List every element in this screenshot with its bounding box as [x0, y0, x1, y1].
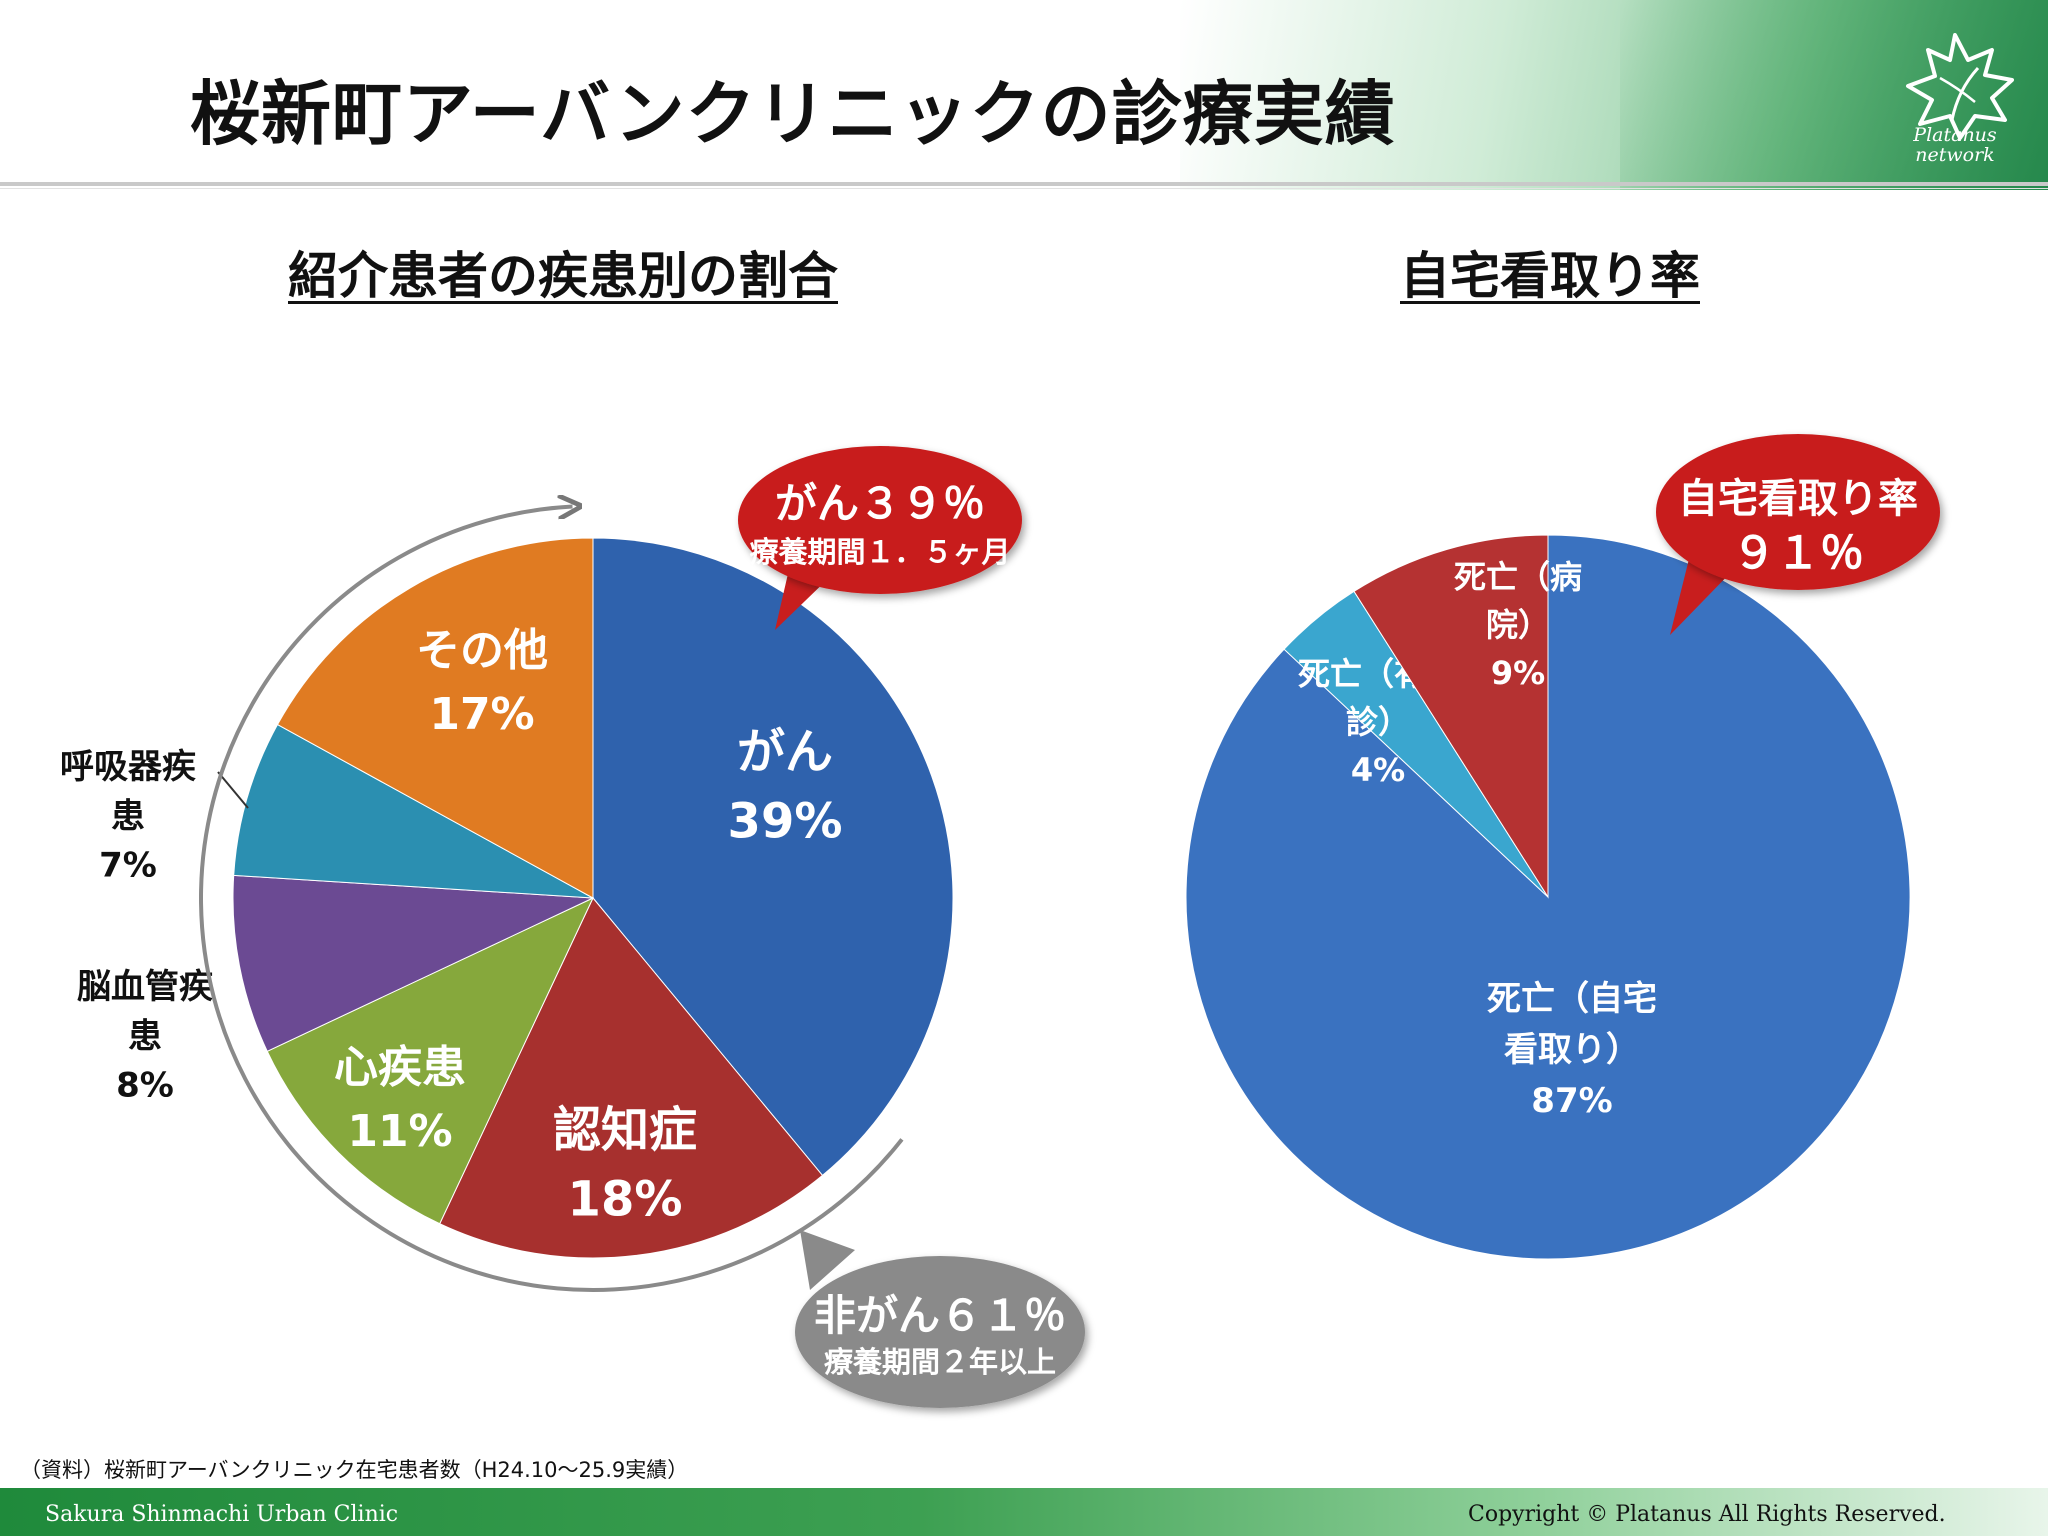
logo-text-line1: Platanus — [1913, 124, 1997, 146]
pie-slice-3 — [232, 874, 594, 1052]
logo-text: Platanus network — [1890, 125, 2020, 165]
source-note: （資料）桜新町アーバンクリニック在宅患者数（H24.10～25.9実績） — [20, 1458, 689, 1482]
callout-red-line1-line-0: がん３９％ — [775, 479, 985, 528]
callout-grey-bubble — [795, 1256, 1085, 1408]
callout-red-line2: ９１％ — [1732, 528, 1864, 579]
pie-slice-2 — [1353, 534, 1549, 899]
pie-label-0: がん 39% — [728, 724, 843, 850]
callout-red-line2: 療養期間１．５ヶ月 — [749, 535, 1010, 569]
pie-label-1-line-1: 診） — [1346, 703, 1410, 741]
callout-grey-tail — [800, 1230, 855, 1290]
pie-label-2: 死亡（病院） 9% — [1454, 558, 1582, 692]
callout-red-line2-line-0: 療養期間１．５ヶ月 — [749, 535, 1010, 569]
pie-label-1-line-1: 18% — [568, 1172, 683, 1228]
pie-label-0-line-1: 39% — [728, 794, 843, 850]
pie-label-1-line-0: 認知症 — [553, 1102, 697, 1158]
pie-label-5-line-1: 17% — [429, 689, 534, 740]
footer-bar — [0, 1488, 2048, 1536]
leader-line — [217, 771, 249, 809]
footer-clinic-name: Sakura Shinmachi Urban Clinic — [45, 1502, 399, 1527]
pie-label-2-line-2: 9% — [1491, 654, 1545, 692]
platanus-leaf-logo-icon — [1906, 33, 2014, 140]
header-green-gradient-dark — [1620, 0, 2048, 190]
pie-label-0: 死亡（自宅看取り） 87% — [1487, 979, 1657, 1121]
callout-grey-line1: 非がん６１％ — [814, 1291, 1066, 1340]
callout-red-line1: 自宅看取り率 — [1678, 476, 1918, 522]
pie-label-0-line-0: がん — [737, 724, 833, 780]
right-chart-title: 自宅看取り率 — [1400, 247, 1700, 305]
callout-red-line2-line-0: ９１％ — [1732, 528, 1864, 579]
footer-copyright: Copyright © Platanus All Rights Reserved… — [1468, 1502, 1946, 1527]
pie-slice-0 — [592, 537, 954, 1177]
pie-label-2: 心疾患 11% — [334, 1042, 466, 1157]
pie-label-4-line-0: 呼吸器疾 — [60, 747, 196, 787]
pie-label-0-line-0: 死亡（自宅 — [1487, 979, 1657, 1019]
pie-label-4: 呼吸器疾患 7% — [60, 747, 196, 886]
pie-label-4-line-2: 7% — [99, 846, 157, 886]
pie-slice-2 — [266, 896, 595, 1225]
pie-label-3-line-1: 患 — [128, 1016, 162, 1056]
pie-slice-5 — [276, 537, 594, 899]
callout-red-bubble — [1656, 434, 1940, 590]
left-chart-title: 紹介患者の疾患別の割合 — [288, 247, 838, 305]
callout-red-line1: がん３９％ — [775, 479, 985, 528]
pie-label-3-line-0: 脳血管疾 — [77, 967, 213, 1007]
header-divider — [0, 182, 2048, 186]
pie-label-3: 脳血管疾患 8% — [77, 967, 213, 1106]
callout-red-line1-line-0: 自宅看取り率 — [1678, 476, 1918, 522]
page-title: 桜新町アーバンクリニックの診療実績 — [190, 73, 1396, 155]
pie-label-5-line-0: その他 — [416, 625, 548, 676]
header-band — [0, 0, 2048, 190]
header-divider-thin — [0, 188, 2048, 189]
callout-grey-line2: 療養期間２年以上 — [824, 1345, 1056, 1379]
pie-label-1-line-2: 4% — [1351, 751, 1405, 789]
pie-slice-1 — [439, 897, 824, 1259]
logo-text-line2: network — [1915, 144, 1995, 166]
callout-grey-line2-line-0: 療養期間２年以上 — [824, 1345, 1056, 1379]
non-cancer-arc-arrow — [199, 507, 904, 1292]
pie-slice-4 — [233, 723, 594, 899]
pie-label-2-line-1: 院） — [1486, 606, 1550, 644]
pie-label-0-line-1: 看取り） — [1504, 1030, 1640, 1070]
pie-label-2-line-0: 死亡（病 — [1454, 558, 1582, 596]
pie-label-1: 認知症 18% — [553, 1102, 697, 1228]
pie-label-4-line-1: 患 — [111, 796, 145, 836]
pie-label-0-line-2: 87% — [1531, 1081, 1612, 1121]
callout-red-bubble — [738, 446, 1022, 594]
pie-label-3-line-2: 8% — [116, 1066, 174, 1106]
pie-label-2-line-1: 11% — [347, 1106, 452, 1157]
pie-label-2-line-0: 心疾患 — [334, 1042, 466, 1093]
pie-label-5: その他 17% — [416, 625, 548, 740]
callout-grey-line1-line-0: 非がん６１％ — [814, 1291, 1066, 1340]
